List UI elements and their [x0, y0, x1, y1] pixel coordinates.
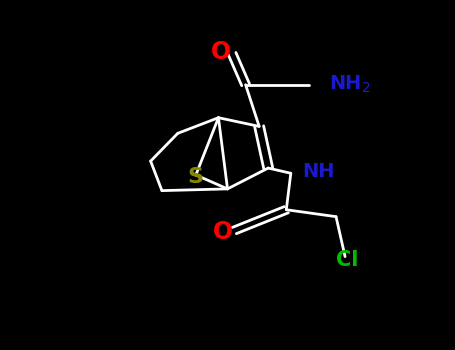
Text: O: O — [211, 40, 231, 64]
Text: O: O — [213, 220, 233, 244]
Text: NH$_2$: NH$_2$ — [329, 74, 371, 95]
Text: Cl: Cl — [336, 250, 359, 270]
Text: S: S — [188, 167, 204, 187]
Text: NH: NH — [302, 162, 334, 181]
